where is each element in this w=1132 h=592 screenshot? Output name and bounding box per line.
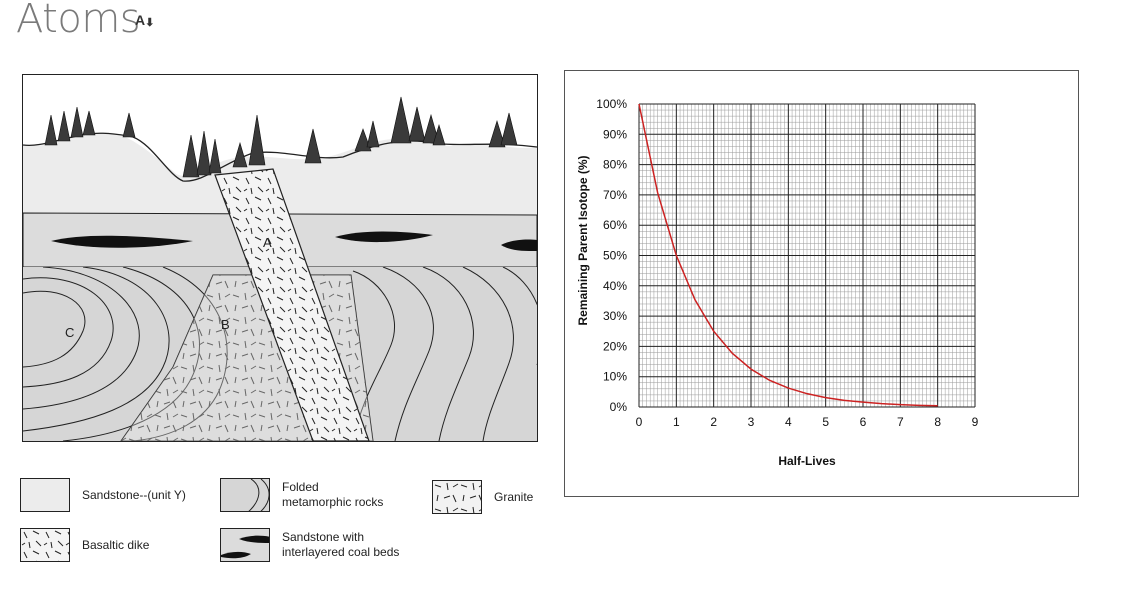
folded-swatch xyxy=(220,478,270,512)
legend-item-coal: Sandstone with interlayered coal beds xyxy=(220,528,399,562)
y-tick-label: 0% xyxy=(610,400,628,414)
font-size-icon[interactable]: A⬇ xyxy=(135,12,155,29)
x-tick-label: 7 xyxy=(897,415,904,429)
dike-swatch xyxy=(20,528,70,562)
x-tick-label: 9 xyxy=(972,415,979,429)
legend: Sandstone--(unit Y) Folded metamorphic r… xyxy=(20,475,560,575)
sandstone-swatch xyxy=(20,478,70,512)
y-tick-label: 40% xyxy=(603,279,627,293)
y-tick-label: 20% xyxy=(603,339,627,353)
geologic-cross-section: A B C xyxy=(22,74,538,442)
y-tick-label: 80% xyxy=(603,158,627,172)
y-tick-label: 60% xyxy=(603,218,627,232)
legend-label: Granite xyxy=(494,489,534,504)
granite-swatch xyxy=(432,480,482,514)
page-title: Atoms xyxy=(16,0,141,42)
x-tick-label: 2 xyxy=(710,415,717,429)
x-tick-label: 4 xyxy=(785,415,792,429)
x-tick-label: 1 xyxy=(673,415,680,429)
decay-chart: 0 1 2 3 4 5 6 7 8 9 0% 10% 20% 30% 40% 50% 60% 70% 80% 90% 1… xyxy=(564,70,1079,497)
decay-chart-svg: 0 1 2 3 4 5 6 7 8 90%10%20%30%40%50%60%70%80%90%1… xyxy=(576,97,979,468)
legend-label: Basaltic dike xyxy=(82,537,150,552)
legend-item-sandstone: Sandstone--(unit Y) xyxy=(20,478,186,512)
legend-label: Folded metamorphic rocks xyxy=(282,480,384,509)
legend-item-folded: Folded metamorphic rocks xyxy=(220,478,383,512)
decay-curve-line xyxy=(638,103,938,407)
label-b: B xyxy=(221,317,230,332)
x-axis-label: Half-Lives xyxy=(778,454,836,468)
y-tick-label: 100% xyxy=(596,97,627,111)
y-tick-label: 50% xyxy=(603,249,627,263)
x-tick-label: 8 xyxy=(934,415,941,429)
coal-swatch xyxy=(220,528,270,562)
legend-label: Sandstone--(unit Y) xyxy=(82,487,186,502)
legend-item-granite: Granite xyxy=(432,480,533,514)
x-tick-label: 5 xyxy=(822,415,829,429)
label-a: A xyxy=(263,235,272,250)
y-tick-label: 10% xyxy=(603,370,627,384)
y-axis-label: Remaining Parent Isotope (%) xyxy=(576,155,590,325)
label-c: C xyxy=(65,325,74,340)
y-tick-label: 70% xyxy=(603,188,627,202)
legend-label: Sandstone with interlayered coal beds xyxy=(282,530,400,559)
y-tick-label: 90% xyxy=(603,127,627,141)
x-tick-label: 3 xyxy=(748,415,755,429)
legend-item-dike: Basaltic dike xyxy=(20,528,149,562)
x-tick-label: 6 xyxy=(860,415,867,429)
y-tick-label: 30% xyxy=(603,309,627,323)
x-tick-label: 0 xyxy=(636,415,643,429)
